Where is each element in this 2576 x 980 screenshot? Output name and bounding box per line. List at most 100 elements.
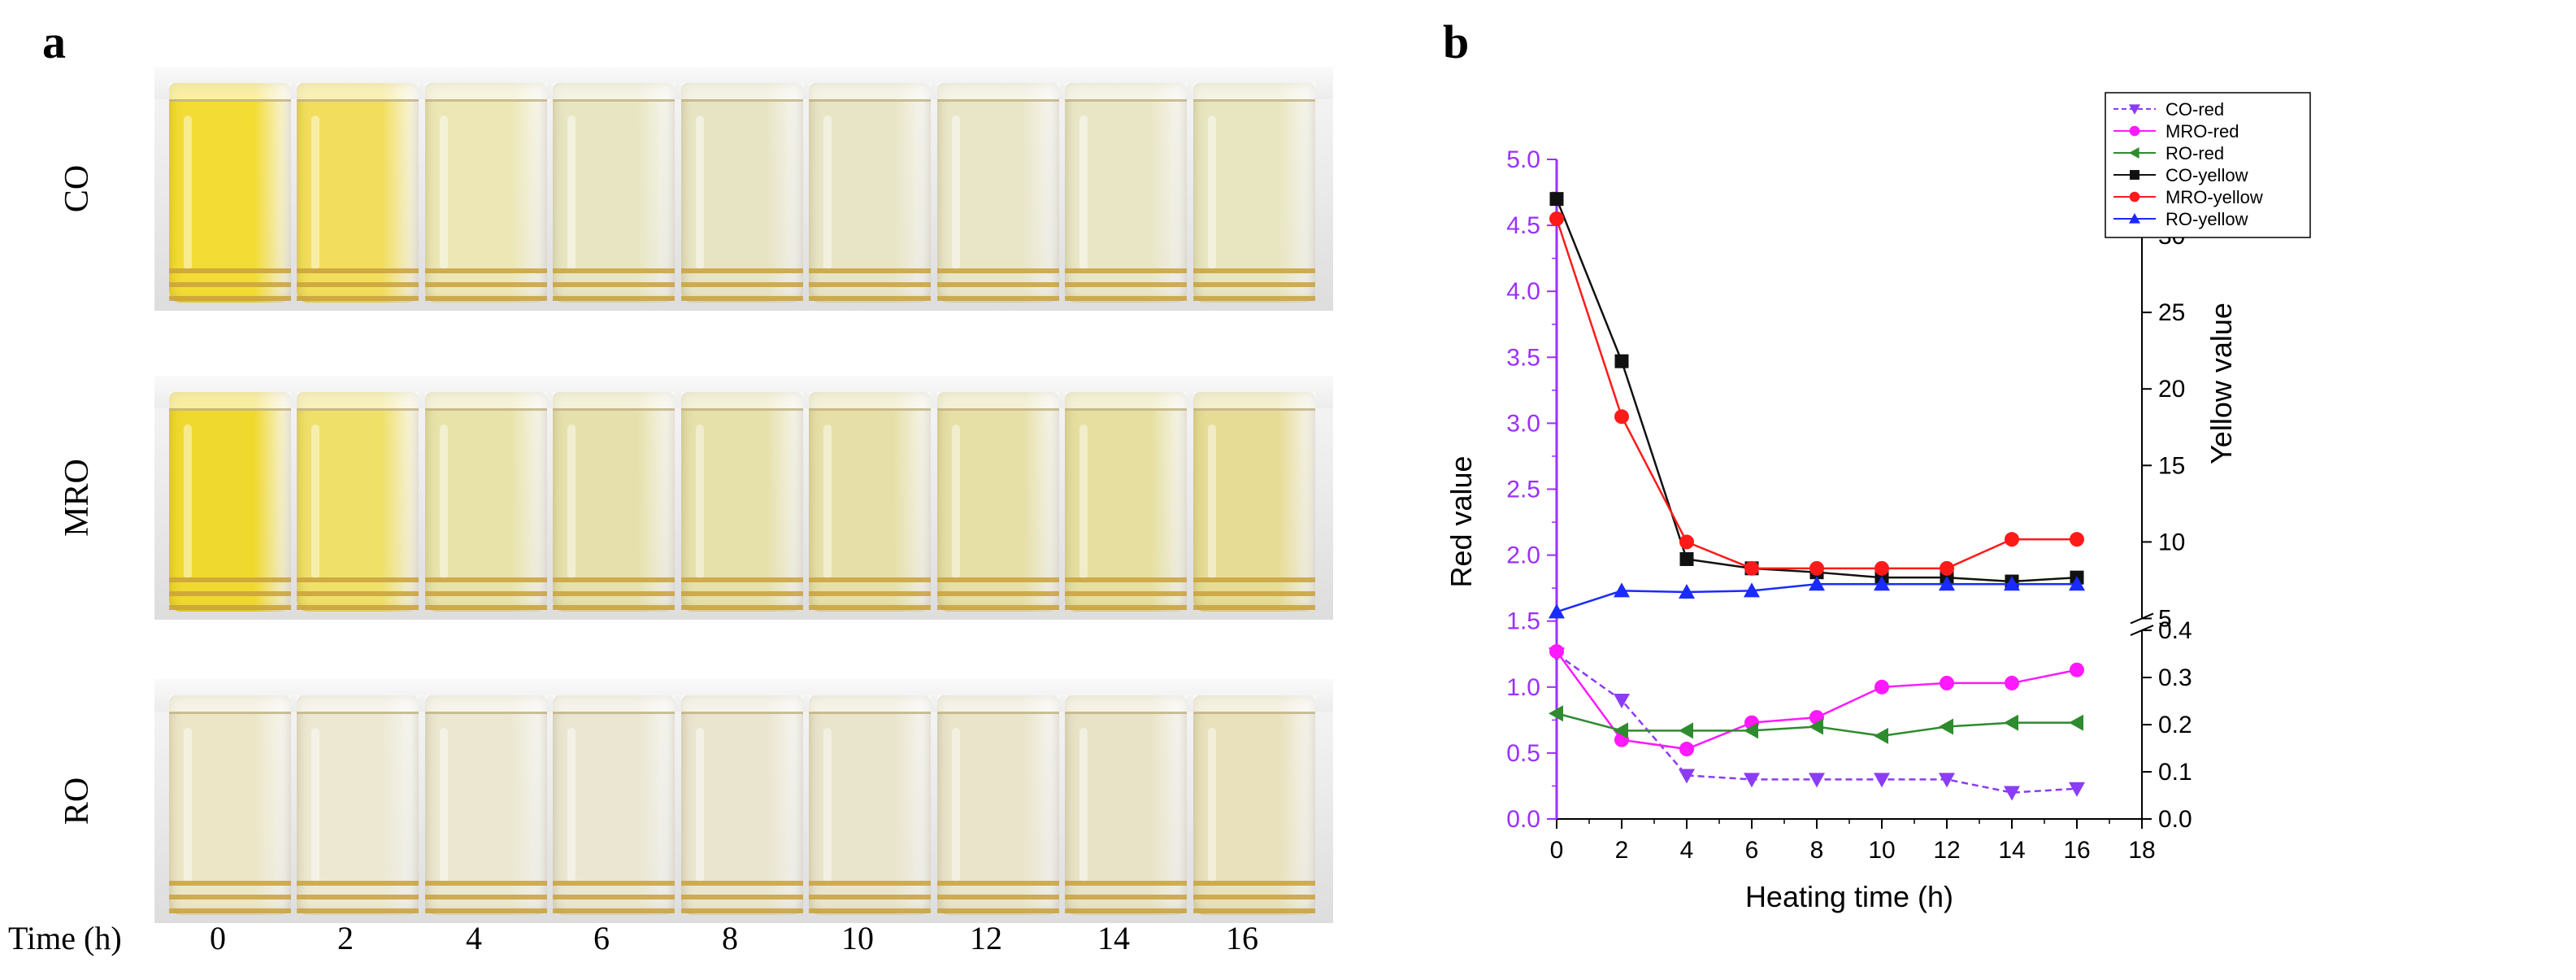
data-point-mro-yellow [2070, 532, 2084, 547]
right-tick-label: 20 [2158, 376, 2185, 403]
vial-mro-4h [425, 392, 547, 612]
x-tick-label: 12 [1933, 837, 1960, 864]
time-tick-label: 16 [1226, 920, 1258, 956]
vial-ro-12h [937, 695, 1059, 915]
vial-ro-2h [297, 695, 419, 915]
data-point-co-red [1614, 694, 1630, 709]
legend-box [2105, 92, 2311, 238]
time-tick-label: 12 [970, 920, 1002, 956]
data-point-co-red [1939, 773, 1955, 788]
data-point-mro-red [2070, 662, 2084, 677]
data-point-mro-red [1549, 644, 1564, 660]
vial-co-4h [425, 83, 547, 303]
series-line-mro-red [1555, 651, 2078, 751]
right-tick-label: 15 [2158, 452, 2185, 479]
left-tick-label: 1.0 [1506, 674, 1540, 701]
data-point-ro-red [1744, 722, 1758, 739]
vial-co-6h [553, 83, 675, 303]
vial-ro-4h [425, 695, 547, 915]
data-point-ro-yellow [1939, 576, 1955, 591]
x-tick-label: 16 [2063, 837, 2090, 864]
data-point-ro-yellow [1679, 584, 1695, 599]
x-axis-title: Heating time (h) [1745, 880, 1953, 913]
left-tick-label: 0.0 [1506, 806, 1540, 833]
data-point-mro-yellow [1874, 560, 1889, 576]
right-tick-label: 0.1 [2158, 759, 2192, 786]
time-tick-label: 14 [1097, 920, 1130, 956]
right-tick-label: 0.0 [2158, 806, 2192, 833]
data-point-co-yellow [1679, 551, 1694, 566]
left-tick-label: 2.5 [1506, 477, 1540, 503]
left-tick-label: 5.0 [1506, 146, 1540, 173]
data-point-ro-yellow [1809, 576, 1825, 591]
left-tick-label: 3.0 [1506, 410, 1540, 437]
data-point-ro-yellow [2004, 576, 2020, 591]
x-tick-label: 18 [2128, 837, 2155, 864]
vial-mro-0h [169, 392, 291, 612]
right-axis-title: Yellow value [2205, 303, 2238, 464]
legend-label: CO-red [2165, 99, 2224, 120]
vial-mro-16h [1193, 392, 1315, 612]
left-tick-label: 4.5 [1506, 212, 1540, 239]
legend-marker-mro-red [2129, 125, 2140, 137]
photo-row-mro [154, 376, 1333, 620]
legend-marker-co-red [2129, 104, 2140, 115]
panel-b-letter: b [1443, 15, 1470, 68]
data-point-mro-yellow [1940, 560, 1954, 576]
series-line-co-yellow [1555, 198, 2078, 583]
data-point-mro-yellow [1614, 409, 1629, 425]
vial-co-2h [297, 83, 419, 303]
data-point-ro-red [1549, 705, 1563, 722]
left-tick-label: 4.0 [1506, 278, 1540, 305]
left-axis-title: Red value [1444, 455, 1478, 587]
right-tick-label: 10 [2158, 529, 2185, 555]
data-point-co-red [2069, 782, 2085, 797]
vial-co-8h [681, 83, 803, 303]
data-point-mro-red [1679, 742, 1694, 757]
photo-row-ro [154, 679, 1333, 923]
vial-co-10h [809, 83, 931, 303]
legend-marker-ro-yellow [2129, 213, 2140, 224]
vial-co-14h [1065, 83, 1187, 303]
x-tick-label: 4 [1680, 837, 1694, 864]
vial-ro-16h [1193, 695, 1315, 915]
vial-mro-10h [809, 392, 931, 612]
data-point-mro-red [1940, 675, 1954, 690]
x-tick-label: 10 [1868, 837, 1895, 864]
data-point-mro-yellow [1679, 534, 1694, 550]
vial-ro-10h [809, 695, 931, 915]
time-tick-label: 4 [466, 920, 482, 956]
legend-label: RO-red [2165, 143, 2224, 163]
data-point-co-yellow [1549, 192, 1564, 207]
x-tick-label: 6 [1745, 837, 1759, 864]
photo-row-co [154, 67, 1333, 311]
data-point-co-red [1679, 769, 1695, 784]
vial-ro-8h [681, 695, 803, 915]
legend-marker-ro-red [2129, 147, 2139, 159]
vial-ro-14h [1065, 695, 1187, 915]
left-tick-label: 2.0 [1506, 542, 1540, 569]
data-point-ro-red [1614, 722, 1628, 739]
vial-co-12h [937, 83, 1059, 303]
time-tick-label: 0 [210, 920, 226, 956]
data-point-co-yellow [1614, 354, 1629, 368]
x-tick-label: 14 [1998, 837, 2025, 864]
data-point-co-red [1744, 773, 1760, 788]
series-line-mro-yellow [1555, 218, 2077, 570]
right-tick-label: 0.3 [2158, 664, 2192, 691]
legend-marker-co-yellow [2130, 170, 2139, 180]
data-point-mro-red [1874, 679, 1889, 695]
data-point-ro-red [1874, 727, 1888, 744]
data-point-ro-yellow [1549, 603, 1565, 619]
vial-co-0h [169, 83, 291, 303]
left-tick-label: 1.5 [1506, 608, 1540, 635]
data-point-ro-red [1809, 718, 1823, 735]
left-tick-label: 0.5 [1506, 740, 1540, 767]
data-point-ro-red [2069, 714, 2083, 731]
legend-marker-mro-yellow [2129, 191, 2140, 203]
data-point-ro-yellow [1614, 582, 1630, 598]
data-point-ro-red [2004, 714, 2018, 731]
legend-label: MRO-red [2165, 121, 2239, 142]
left-tick-label: 3.5 [1506, 344, 1540, 371]
